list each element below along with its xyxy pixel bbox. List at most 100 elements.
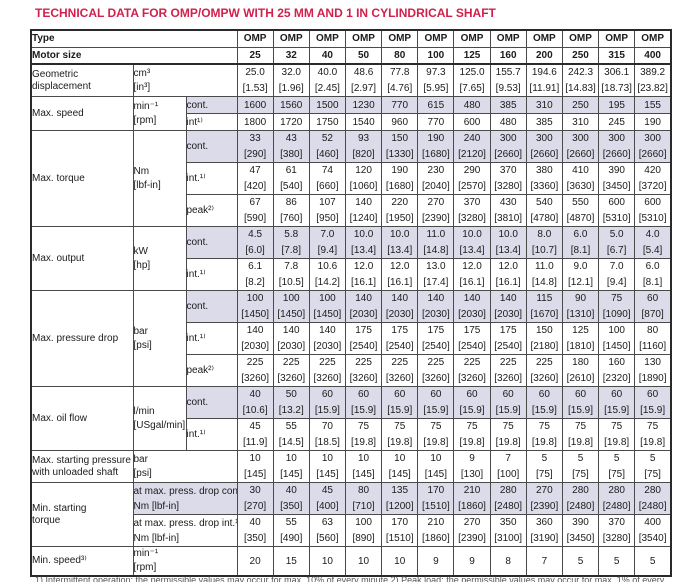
- value-line: [3280]: [602, 532, 631, 544]
- value-line: [710]: [352, 500, 375, 512]
- value-line: [2540]: [349, 340, 378, 352]
- value-cell: 8: [489, 546, 527, 577]
- value-line: 75: [466, 421, 478, 432]
- value-cell: 5 [75]: [561, 450, 600, 483]
- value-cell: 47 [420]: [236, 162, 274, 195]
- value-line: 370: [608, 517, 625, 528]
- value-line: [1450]: [241, 308, 269, 320]
- value-line: [19.8]: [387, 436, 413, 448]
- value-line: 175: [391, 325, 409, 336]
- condition-line: at max. press. drop int.¹⁾: [133, 517, 238, 529]
- value-line: [1240]: [349, 212, 378, 224]
- value-cell: 5.0 [6.7]: [598, 226, 636, 259]
- value-line: 225: [319, 357, 336, 368]
- value-cell: 280 [2480]: [634, 482, 672, 515]
- value-line: 480: [499, 116, 517, 128]
- type-value-cell: OMP: [634, 29, 672, 48]
- value-line: 550: [572, 197, 589, 208]
- unit-line: [psi]: [133, 339, 152, 351]
- value-cell: 155.7 [9.53]: [489, 63, 527, 97]
- value-cell: 100 [1450]: [236, 290, 274, 323]
- value-line: [3720]: [638, 180, 667, 192]
- value-cell: 10 [145]: [344, 450, 383, 483]
- value-line: [2030]: [385, 308, 414, 320]
- param-cell: Max. oil flow: [30, 386, 134, 451]
- value-line: [3260]: [458, 372, 486, 384]
- value-line: 30: [249, 485, 261, 496]
- value-cell: 225 [3260]: [308, 354, 346, 387]
- value-line: 175: [427, 325, 445, 336]
- type-value-cell: OMP: [489, 29, 527, 48]
- param-line: Min. speed³⁾: [32, 555, 87, 566]
- value-line: 10.0: [462, 229, 482, 240]
- value-line: 52: [321, 133, 333, 144]
- unit-line: bar: [133, 453, 148, 465]
- value-line: 420: [644, 165, 661, 176]
- value-line: 1500: [316, 99, 339, 111]
- value-cell: 170 [1510]: [417, 482, 455, 515]
- table-row-motor-size: Motor size 25 32 40 50 80 100 125 160 200 250 315 40…: [30, 46, 672, 65]
- param-cell: Min. starting torque: [30, 482, 134, 547]
- value-line: 225: [499, 357, 517, 368]
- value-line: 100: [355, 517, 372, 528]
- value-line: 43: [285, 133, 297, 144]
- value-line: [6.7]: [606, 244, 627, 256]
- value-line: [1510]: [421, 500, 450, 512]
- value-cell: 130 [1890]: [634, 354, 672, 387]
- value-cell: 225 [3260]: [272, 354, 310, 387]
- value-cell: 60 [15.9]: [634, 386, 672, 419]
- value-cell: 48.6 [2.97]: [344, 63, 383, 97]
- value-line: [14.83]: [565, 82, 596, 94]
- condition-cell: int¹⁾: [185, 113, 238, 131]
- value-line: 5: [541, 453, 548, 464]
- type-label-cell: Type: [30, 29, 238, 48]
- motor-size-value-cell: 50: [344, 46, 383, 65]
- value-line: [820]: [352, 148, 375, 160]
- value-line: 10: [394, 555, 406, 567]
- value-line: 75: [611, 421, 623, 432]
- value-line: 80: [647, 325, 659, 336]
- value-cell: 40 [350]: [236, 514, 274, 547]
- value-line: [15.9]: [314, 404, 340, 416]
- value-cell: 55 [490]: [272, 514, 310, 547]
- value-line: 280: [572, 485, 589, 496]
- value-cell: 50 [13.2]: [272, 386, 310, 419]
- value-cell: 5: [634, 546, 672, 577]
- condition-line: Nm [lbf-in]: [133, 532, 180, 544]
- value-cell: 370 [3280]: [598, 514, 636, 547]
- value-cell: 12.0 [16.1]: [489, 258, 527, 291]
- value-line: [3260]: [494, 372, 523, 384]
- value-line: 615: [427, 99, 445, 111]
- value-line: 430: [499, 197, 517, 208]
- value-line: 140: [355, 293, 372, 304]
- value-line: [400]: [316, 500, 339, 512]
- value-line: 75: [647, 421, 659, 432]
- value-line: [19.8]: [459, 436, 485, 448]
- value-line: [15.9]: [495, 404, 521, 416]
- value-cell: 10: [344, 546, 383, 577]
- value-line: 280: [499, 485, 517, 496]
- value-line: 75: [394, 421, 406, 432]
- value-cell: 140 [2030]: [417, 290, 455, 323]
- value-line: 4.5: [248, 229, 263, 240]
- value-line: 225: [463, 357, 481, 368]
- value-cell: 61 [540]: [272, 162, 310, 195]
- value-line: 100: [246, 293, 264, 304]
- value-cell: 390 [3450]: [561, 514, 600, 547]
- value-cell: 75 [19.8]: [525, 418, 563, 451]
- value-cell: 300 [2660]: [634, 130, 672, 163]
- value-cell: 13.0 [17.4]: [417, 258, 455, 291]
- value-line: [3280]: [494, 180, 523, 192]
- value-line: 47: [249, 165, 261, 176]
- table-row: int.¹⁾ 45 [11.9] 55 [14.5] 70 [18.5] 75 [19.8] 75…: [31, 418, 672, 451]
- value-line: [2030]: [349, 308, 378, 320]
- unit-cell: l/min [USgal/min]: [132, 386, 187, 451]
- unit-line: [hp]: [133, 259, 151, 271]
- value-line: [4780]: [530, 212, 559, 224]
- value-cell: 125 [1810]: [561, 322, 600, 355]
- value-line: 12.0: [389, 261, 410, 272]
- value-line: [1510]: [385, 532, 414, 544]
- value-line: 5: [613, 453, 620, 464]
- value-line: 135: [391, 485, 409, 496]
- value-line: [5.95]: [423, 82, 449, 94]
